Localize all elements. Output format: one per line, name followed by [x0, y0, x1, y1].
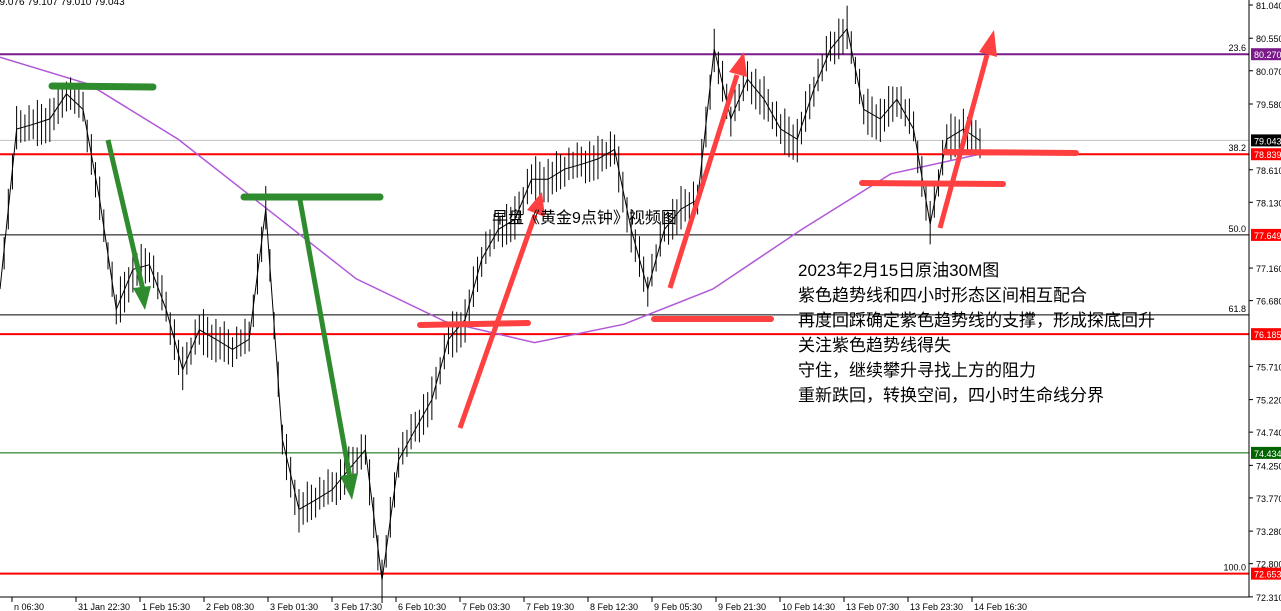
- y-tick-label: 80.070: [1256, 67, 1281, 77]
- analysis-notes: 2023年2月15日原油30M图 紫色趋势线和四小时形态区间相互配合 再度回踩确…: [798, 258, 1155, 408]
- y-tick-label: 75.220: [1256, 396, 1281, 406]
- x-tick-label: 9 Feb 21:30: [718, 602, 766, 611]
- x-tick-label: 3 Feb 17:30: [334, 602, 382, 611]
- arrowhead-icon: [340, 473, 358, 500]
- x-tick-label: 3 Feb 01:30: [270, 602, 318, 611]
- price-tag: [1251, 228, 1281, 241]
- x-tick-label: 10 Feb 14:30: [782, 602, 835, 611]
- y-tick-label: 74.250: [1256, 461, 1281, 471]
- x-tick-label: 7 Feb 03:30: [462, 602, 510, 611]
- arrowhead-icon: [979, 30, 997, 57]
- red-up-arrow: [667, 74, 740, 289]
- price-tag: [1251, 148, 1281, 161]
- note-line: 关注紫色趋势线得失: [798, 336, 951, 355]
- y-tick-label: 75.710: [1256, 362, 1281, 372]
- red-support-mark: [859, 180, 1006, 187]
- green-down-arrow: [105, 139, 146, 291]
- drawings: [48, 30, 1079, 500]
- price-tag: [1251, 328, 1281, 341]
- moving-average-line: [0, 56, 981, 344]
- note-line: 2023年2月15日原油30M图: [798, 261, 1000, 280]
- red-support-mark: [942, 149, 1079, 156]
- y-tick-label: 76.680: [1256, 297, 1281, 307]
- price-tag: [1251, 567, 1281, 580]
- price-tag: [1251, 446, 1281, 459]
- y-tick-label: 72.310: [1256, 593, 1281, 603]
- red-up-arrow: [457, 214, 538, 429]
- x-tick-label: 9 Feb 05:30: [654, 602, 702, 611]
- x-tick-label: 13 Feb 23:30: [910, 602, 963, 611]
- price-tag-label: 77.649: [1254, 231, 1281, 241]
- price-tag-label: 80.270: [1254, 50, 1281, 60]
- x-tick-label: 13 Feb 07:30: [846, 602, 899, 611]
- arrowhead-icon: [527, 192, 545, 217]
- green-down-arrow: [297, 199, 353, 479]
- x-tick-label: 6 Feb 10:30: [398, 602, 446, 611]
- price-tag-label: 76.185: [1254, 330, 1281, 340]
- y-tick-label: 78.610: [1256, 166, 1281, 176]
- note-line: 守住，继续攀升寻找上方的阻力: [798, 361, 1036, 380]
- y-tick-label: 73.280: [1256, 527, 1281, 537]
- x-tick-label: 8 Feb 12:30: [590, 602, 638, 611]
- note-line: 紫色趋势线和四小时形态区间相互配合: [798, 286, 1087, 305]
- green-resistance-mark: [48, 82, 157, 91]
- ohlc-readout: 79.076 79.107 79.010 79.043: [0, 0, 125, 8]
- arrowhead-icon: [729, 52, 747, 77]
- y-tick-label: 79.580: [1256, 100, 1281, 110]
- x-tick-label: 14 Feb 16:30: [974, 602, 1027, 611]
- note-line: 重新跌回，转换空间，四小时生命线分界: [798, 386, 1104, 405]
- red-up-arrow: [937, 54, 990, 229]
- y-tick-label: 72.800: [1256, 560, 1281, 570]
- fib-label: 23.6: [1228, 43, 1246, 53]
- note-line: 再度回踩确定紫色趋势线的支撑，形成探底回升: [798, 311, 1155, 330]
- video-label: 早盘《黄金9点钟》视频图: [492, 210, 677, 227]
- y-tick-label: 77.160: [1256, 264, 1281, 274]
- price-tag-label: 74.434: [1254, 449, 1281, 459]
- price-tag: [1251, 134, 1281, 147]
- price-line: [0, 27, 981, 581]
- y-tick-label: 80.550: [1256, 34, 1281, 44]
- x-tick-label: 2 Feb 08:30: [206, 602, 254, 611]
- red-support-mark: [417, 320, 531, 328]
- x-tick-label: 31 Jan 22:30: [78, 602, 130, 611]
- y-tick-label: 74.740: [1256, 428, 1281, 438]
- fib-label: 100.0: [1223, 563, 1246, 573]
- price-tag-label: 78.839: [1254, 150, 1281, 160]
- price-tag: [1251, 48, 1281, 61]
- x-tick-label: n 06:30: [14, 602, 44, 611]
- price-tag-label: 79.043: [1254, 136, 1281, 146]
- y-tick-label: 81.040: [1256, 1, 1281, 11]
- fib-label: 50.0: [1228, 224, 1246, 234]
- y-tick-label: 78.130: [1256, 198, 1281, 208]
- fib-label: 38.2: [1228, 143, 1246, 153]
- x-tick-label: 7 Feb 19:30: [526, 602, 574, 611]
- y-tick-label: 73.770: [1256, 494, 1281, 504]
- price-tag-label: 72.653: [1254, 570, 1281, 580]
- arrowhead-icon: [133, 286, 151, 310]
- x-tick-label: 1 Feb 15:30: [142, 602, 190, 611]
- fib-label: 61.8: [1228, 304, 1246, 314]
